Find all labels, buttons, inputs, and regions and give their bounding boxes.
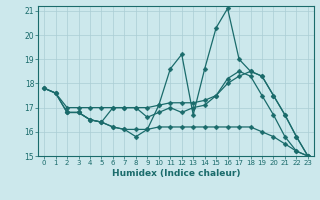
X-axis label: Humidex (Indice chaleur): Humidex (Indice chaleur) — [112, 169, 240, 178]
